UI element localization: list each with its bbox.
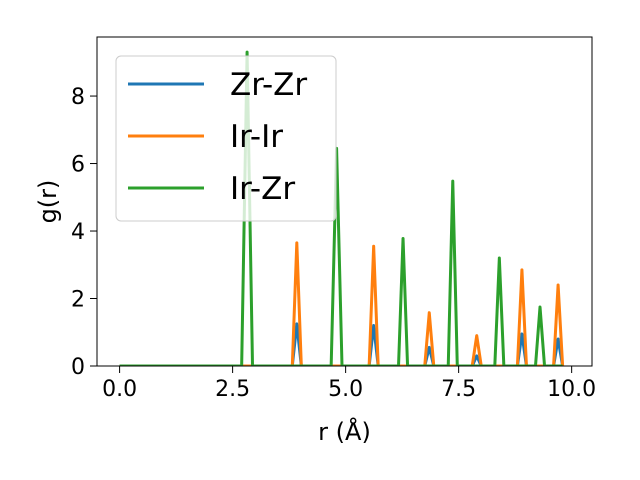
- legend-label-0: Zr-Zr: [230, 67, 307, 103]
- x-axis: 0.0 2.5 5.0 7.5 10.0: [102, 366, 596, 402]
- legend-frame: [115, 55, 337, 222]
- y-tick-label: 8: [71, 85, 85, 110]
- y-tick-label: 0: [71, 355, 85, 380]
- y-tick-label: 2: [71, 288, 85, 313]
- y-tick-label: 6: [71, 153, 85, 178]
- x-axis-label: r (Å): [318, 417, 371, 446]
- x-tick-label: 10.0: [547, 377, 596, 402]
- x-tick-label: 5.0: [328, 377, 363, 402]
- legend-label-2: Ir-Zr: [230, 171, 295, 207]
- y-axis-label: g(r): [34, 180, 62, 224]
- x-tick-label: 0.0: [102, 377, 137, 402]
- x-tick-label: 2.5: [215, 377, 250, 402]
- axes-frame: [96, 36, 593, 367]
- y-tick-label: 4: [71, 220, 85, 245]
- y-axis: 0 2 4 6 8: [71, 85, 97, 380]
- legend-label-1: Ir-Ir: [230, 119, 283, 155]
- legend: Zr-Zr Ir-Ir Ir-Zr: [115, 55, 337, 222]
- x-tick-label: 7.5: [441, 377, 476, 402]
